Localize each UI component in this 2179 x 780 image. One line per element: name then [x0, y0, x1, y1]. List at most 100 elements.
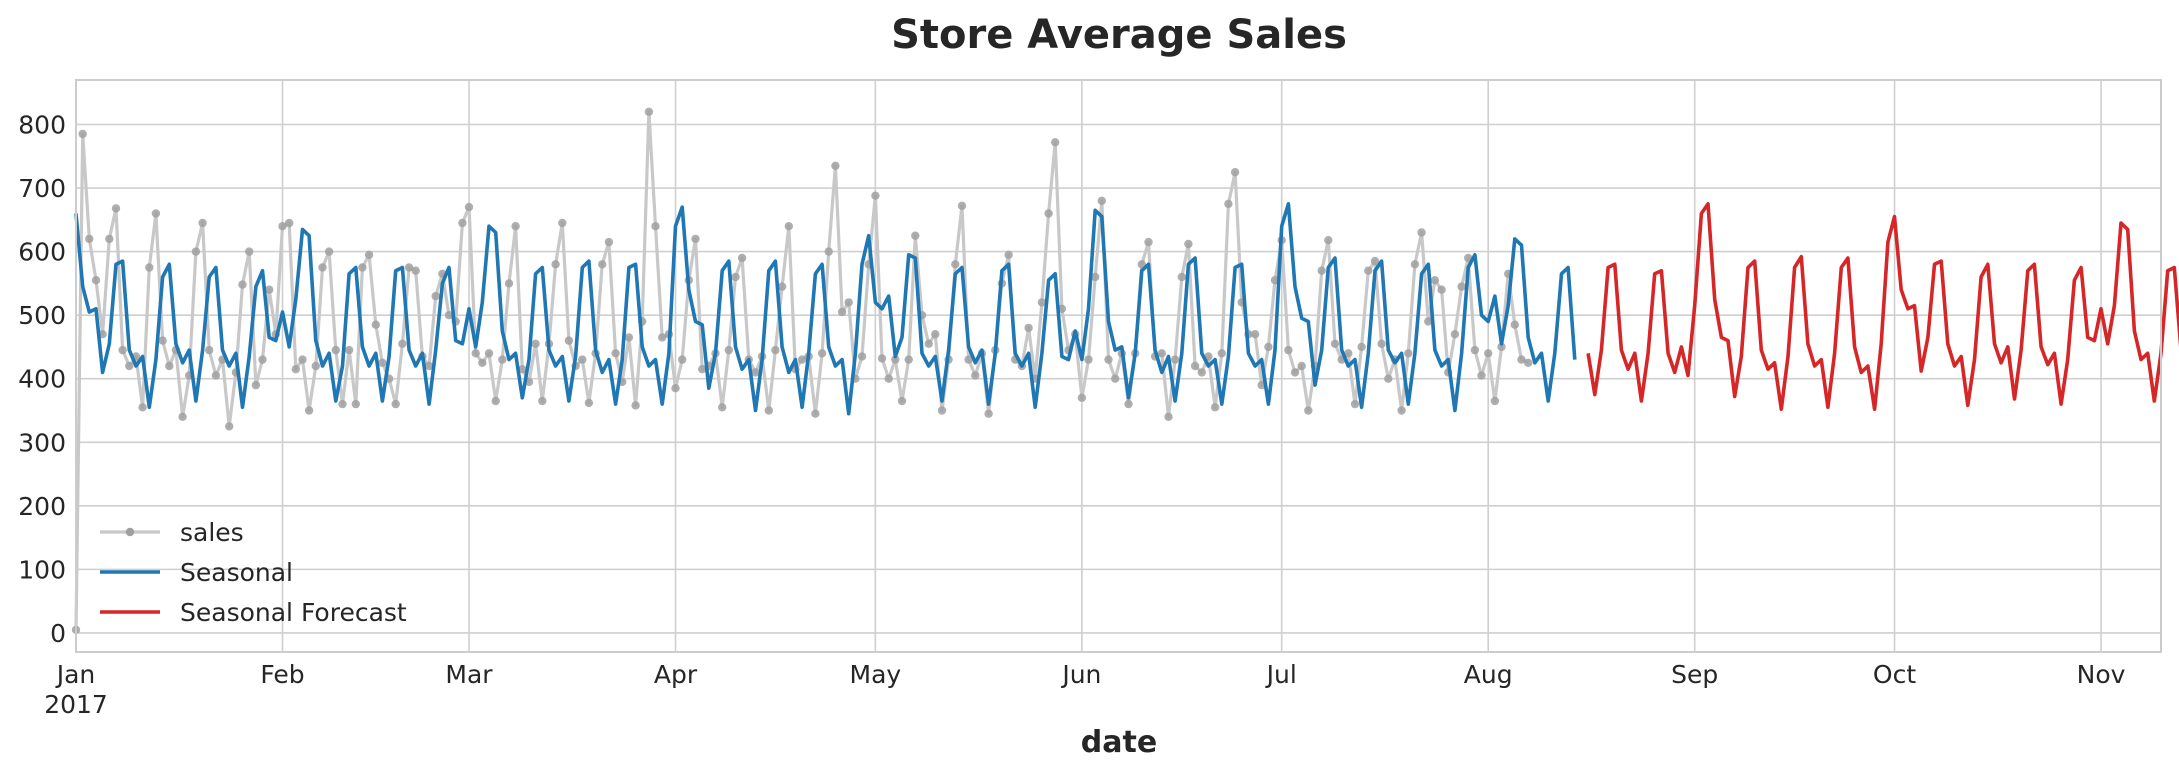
sales-point [971, 371, 980, 380]
sales-point [651, 222, 660, 231]
sales-point [797, 355, 807, 364]
sales-point [1477, 371, 1486, 380]
legend-item: Seasonal Forecast [100, 598, 407, 627]
sales-point [1290, 368, 1300, 377]
sales-point [444, 311, 454, 320]
sales-point [138, 403, 147, 412]
sales-point [85, 234, 94, 244]
sales-point [538, 396, 547, 406]
y-tick-label: 300 [18, 428, 66, 457]
sales-point [1124, 399, 1133, 409]
sales-point [737, 253, 747, 263]
sales-point [125, 361, 134, 371]
sales-point [824, 247, 833, 256]
sales-point [724, 345, 733, 355]
x-axis-label: date [1081, 725, 1157, 760]
sales-point [1430, 276, 1440, 285]
sales-point [1097, 196, 1107, 205]
sales-point [551, 260, 560, 269]
sales-point [431, 291, 440, 301]
y-tick-label: 700 [18, 174, 66, 203]
sales-point [105, 234, 114, 244]
series-line [74, 202, 1577, 416]
sales-point [331, 345, 340, 355]
sales-point [1044, 209, 1053, 218]
sales-point [957, 201, 967, 210]
sales-point [964, 355, 973, 364]
sales-point [624, 333, 634, 342]
sales-point [471, 349, 480, 358]
sales-point [1224, 199, 1233, 209]
sales-point [1370, 256, 1380, 266]
sales-point [877, 354, 887, 363]
sales-point [458, 218, 467, 228]
sales-point [1497, 342, 1506, 352]
sales-point [904, 355, 913, 364]
sales-point [304, 406, 314, 415]
sales-point [1517, 355, 1526, 364]
legend: sales Seasonal Seasonal Forecast [100, 518, 407, 627]
sales-point [1037, 298, 1047, 307]
sales-point [1264, 342, 1273, 352]
sales-point [837, 307, 847, 317]
sales-point [191, 247, 201, 256]
series-line [1586, 202, 2179, 411]
sales-point [1364, 266, 1373, 275]
sales-point [1330, 339, 1340, 348]
sales-point [884, 374, 893, 383]
sales-point [291, 365, 300, 374]
y-tick-label: 100 [18, 555, 66, 584]
sales-point [411, 266, 420, 275]
sales-point [511, 222, 520, 231]
sales-point [1144, 237, 1153, 247]
sales-point [198, 218, 207, 228]
x-tick-label: Apr [654, 660, 698, 689]
sales-point [811, 409, 820, 418]
sales-point [151, 209, 161, 218]
sales-point [378, 358, 387, 367]
sales-point [844, 298, 853, 307]
sales-point [1024, 323, 1033, 333]
sales-point [1417, 228, 1426, 237]
series-seasonal-forecast [1586, 202, 2179, 411]
sales-point [1297, 361, 1306, 371]
sales-point [678, 355, 687, 364]
sales-point [891, 355, 900, 364]
sales-point [777, 282, 787, 291]
sales-point [205, 345, 214, 355]
sales-point [1490, 396, 1500, 406]
sales-point [1217, 349, 1227, 358]
sales-point [751, 368, 760, 377]
x-tick-label: Jan [55, 660, 96, 689]
sales-point [398, 339, 407, 348]
sales-point [1357, 342, 1366, 352]
y-tick-label: 200 [18, 492, 66, 521]
sales-point [1397, 406, 1406, 415]
sales-point [285, 218, 294, 228]
x-tick-label: Nov [2077, 660, 2126, 689]
sales-point [111, 204, 121, 213]
sales-point [578, 355, 587, 364]
sales-point [1157, 349, 1167, 358]
legend-item: sales [100, 518, 244, 547]
sales-point [238, 280, 247, 289]
sales-point [338, 399, 347, 409]
sales-point [984, 409, 993, 418]
sales-point [1384, 374, 1393, 383]
sales-point [831, 161, 840, 170]
sales-point [644, 107, 654, 117]
sales-point [91, 276, 101, 285]
sales-point [1457, 282, 1466, 291]
sales-point [1284, 345, 1293, 355]
sales-point [631, 401, 640, 410]
sales-point [1091, 272, 1100, 282]
sales-point [391, 399, 400, 409]
sales-point [478, 358, 487, 367]
sales-point [558, 218, 567, 228]
sales-point [318, 263, 327, 272]
sales-point [1304, 406, 1313, 415]
sales-point [404, 263, 414, 272]
sales-point [1190, 361, 1200, 371]
sales-point [924, 339, 933, 348]
x-tick-label: Oct [1873, 660, 1916, 689]
